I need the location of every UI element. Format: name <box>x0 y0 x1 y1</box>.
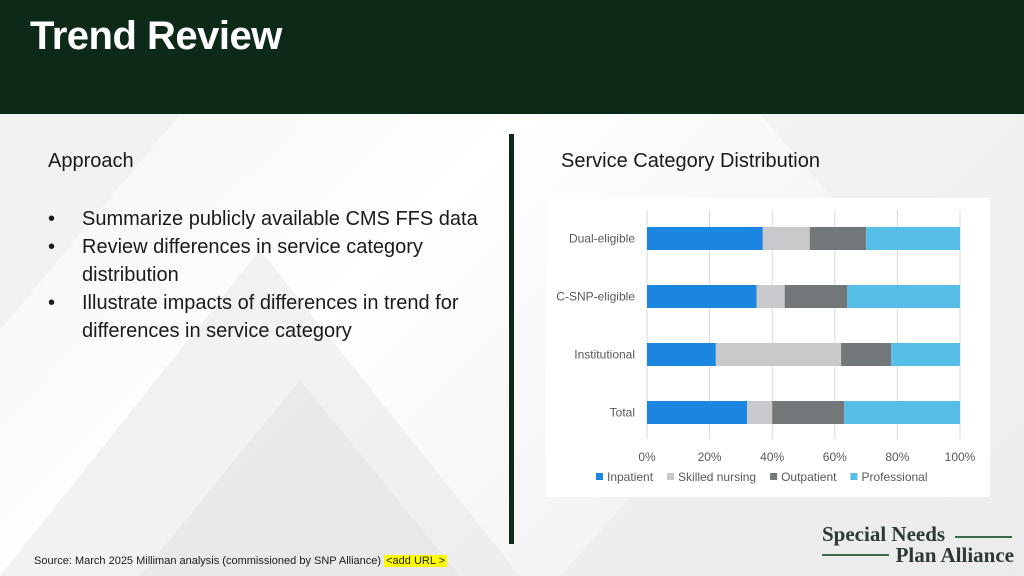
bar-segment <box>647 401 748 424</box>
slide-title: Trend Review <box>30 14 282 58</box>
bar-segment <box>647 343 716 366</box>
bar-segment <box>844 401 960 424</box>
bullet-icon: • <box>48 208 56 230</box>
logo-rule <box>955 536 1012 538</box>
x-tick-label: 0% <box>638 450 656 464</box>
bar-segment <box>647 285 757 308</box>
stacked-bar-chart: 0% 20% 40% 60% 80% 100% Dual-eligible C-SNP-eli… <box>556 210 976 484</box>
snp-alliance-logo: Special Needs Plan Alliance <box>822 522 1014 568</box>
x-tick-label: 80% <box>885 450 909 464</box>
bar-segment <box>756 285 785 308</box>
approach-heading: Approach <box>48 150 134 172</box>
bullet-item: • Illustrate impacts of differences in tr… <box>48 289 478 345</box>
legend-label: Inpatient <box>607 470 654 484</box>
source-note: Source: March 2025 Milliman analysis (co… <box>34 555 448 567</box>
title-bar: Trend Review <box>0 0 1024 114</box>
bar-segment <box>847 285 960 308</box>
category-label: Total <box>610 406 635 420</box>
legend-label: Skilled nursing <box>678 470 756 484</box>
legend-label: Outpatient <box>781 470 837 484</box>
legend-swatch <box>596 473 603 480</box>
legend-swatch <box>850 473 858 480</box>
bullet-icon: • <box>48 292 56 314</box>
logo-rule <box>822 554 889 556</box>
bar-segment <box>841 343 892 366</box>
legend-swatch <box>667 473 675 480</box>
approach-bullet-list: • Summarize publicly available CMS FFS da… <box>48 205 478 345</box>
x-tick-label: 20% <box>698 450 722 464</box>
chart-container: 0% 20% 40% 60% 80% 100% Dual-eligible C-SNP-eli… <box>546 198 990 497</box>
bullet-icon: • <box>48 236 56 258</box>
chart-title: Service Category Distribution <box>561 150 820 172</box>
bar-segment <box>762 227 810 250</box>
bullet-item: • Review differences in service category … <box>48 233 478 289</box>
x-tick-label: 60% <box>823 450 847 464</box>
bullet-text: Illustrate impacts of differences in tre… <box>82 292 459 342</box>
source-text: Source: March 2025 Milliman analysis (co… <box>34 555 382 567</box>
legend-swatch <box>770 473 778 480</box>
bullet-item: • Summarize publicly available CMS FFS da… <box>48 205 478 233</box>
logo-line-1: Special Needs <box>822 522 946 546</box>
bullet-text: Review differences in service category d… <box>82 236 423 286</box>
category-label: C-SNP-eligible <box>556 290 635 304</box>
category-label: Dual-eligible <box>569 232 635 246</box>
bar-segment <box>647 227 763 250</box>
bar-segment <box>784 285 848 308</box>
x-tick-label: 100% <box>945 450 976 464</box>
bullet-text: Summarize publicly available CMS FFS dat… <box>82 208 478 230</box>
bar-segment <box>772 401 845 424</box>
bar-segment <box>809 227 867 250</box>
bar-segment <box>715 343 842 366</box>
vertical-divider <box>509 134 514 544</box>
logo-line-2: Plan Alliance <box>895 543 1014 567</box>
bar-segment <box>891 343 960 366</box>
bar-segment <box>747 401 773 424</box>
bar-segment <box>866 227 960 250</box>
category-label: Institutional <box>574 348 635 362</box>
url-placeholder: <add URL > <box>384 555 448 567</box>
x-tick-label: 40% <box>760 450 784 464</box>
legend-label: Professional <box>861 470 927 484</box>
